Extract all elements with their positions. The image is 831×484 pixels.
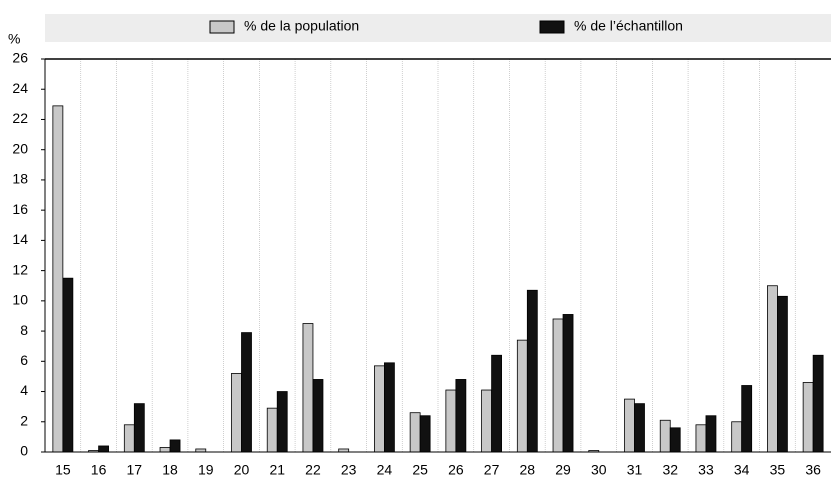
bar bbox=[312, 379, 324, 453]
bar bbox=[777, 295, 788, 453]
bar bbox=[98, 445, 109, 453]
bar bbox=[374, 365, 385, 453]
legend-label: % de l’échantillon bbox=[574, 18, 683, 34]
bar bbox=[159, 447, 171, 453]
y-tick-label: 12 bbox=[12, 261, 28, 277]
x-tick-label: 16 bbox=[91, 462, 107, 478]
bar bbox=[481, 389, 492, 453]
bar bbox=[302, 323, 314, 453]
y-tick-label: 0 bbox=[20, 443, 28, 459]
bar bbox=[133, 403, 145, 453]
legend-swatch bbox=[539, 20, 565, 34]
y-tick-label: 2 bbox=[20, 412, 28, 428]
bar bbox=[562, 314, 574, 453]
legend-band bbox=[45, 14, 831, 42]
bar bbox=[767, 285, 778, 453]
x-tick-label: 27 bbox=[484, 462, 500, 478]
bar bbox=[445, 389, 457, 453]
bar bbox=[659, 419, 671, 453]
x-tick-label: 17 bbox=[127, 462, 143, 478]
bar bbox=[169, 439, 181, 453]
x-tick-label: 36 bbox=[805, 462, 821, 478]
x-tick-label: 21 bbox=[269, 462, 285, 478]
x-tick-label: 31 bbox=[627, 462, 643, 478]
bar bbox=[266, 407, 278, 453]
bar bbox=[526, 289, 538, 453]
y-tick-label: 8 bbox=[20, 322, 28, 338]
bar bbox=[62, 277, 74, 453]
bar bbox=[695, 424, 707, 453]
legend-swatch bbox=[209, 20, 235, 34]
bar bbox=[552, 318, 564, 453]
bar bbox=[409, 412, 421, 453]
y-tick-label: 10 bbox=[12, 292, 28, 308]
x-tick-label: 20 bbox=[234, 462, 250, 478]
x-tick-label: 29 bbox=[555, 462, 571, 478]
x-tick-label: 23 bbox=[341, 462, 357, 478]
bar bbox=[455, 379, 467, 453]
bar bbox=[241, 332, 252, 453]
y-tick-label: 14 bbox=[12, 231, 28, 247]
y-tick-label: 18 bbox=[12, 171, 28, 187]
bar bbox=[123, 424, 135, 453]
x-tick-label: 25 bbox=[412, 462, 428, 478]
bar bbox=[624, 398, 635, 453]
y-tick-label: 22 bbox=[12, 110, 28, 126]
bar bbox=[634, 403, 645, 453]
bar bbox=[705, 415, 717, 453]
x-tick-label: 15 bbox=[55, 462, 71, 478]
x-tick-label: 34 bbox=[734, 462, 750, 478]
y-tick-label: 26 bbox=[12, 50, 28, 66]
y-tick-label: 24 bbox=[12, 80, 28, 96]
bar bbox=[491, 354, 502, 453]
y-tick-label: 4 bbox=[20, 382, 28, 398]
bar bbox=[812, 354, 824, 453]
x-tick-label: 28 bbox=[520, 462, 536, 478]
bar bbox=[741, 385, 753, 453]
legend-label: % de la population bbox=[244, 18, 359, 34]
bar bbox=[669, 427, 681, 453]
x-tick-label: 33 bbox=[698, 462, 714, 478]
bar bbox=[731, 421, 743, 453]
x-tick-label: 19 bbox=[198, 462, 214, 478]
y-tick-label: 20 bbox=[12, 140, 28, 156]
bar bbox=[276, 391, 288, 453]
bar bbox=[802, 382, 814, 453]
x-tick-label: 30 bbox=[591, 462, 607, 478]
x-tick-label: 32 bbox=[662, 462, 678, 478]
x-tick-label: 35 bbox=[770, 462, 786, 478]
x-tick-label: 18 bbox=[162, 462, 178, 478]
x-tick-label: 22 bbox=[305, 462, 321, 478]
bar bbox=[419, 415, 431, 453]
x-tick-label: 26 bbox=[448, 462, 464, 478]
bar bbox=[52, 105, 64, 453]
x-tick-label: 24 bbox=[377, 462, 393, 478]
bar bbox=[516, 339, 528, 453]
y-tick-label: 16 bbox=[12, 201, 28, 217]
y-axis-label: % bbox=[8, 31, 20, 47]
bar bbox=[384, 362, 395, 453]
y-tick-label: 6 bbox=[20, 352, 28, 368]
bar bbox=[231, 372, 242, 453]
